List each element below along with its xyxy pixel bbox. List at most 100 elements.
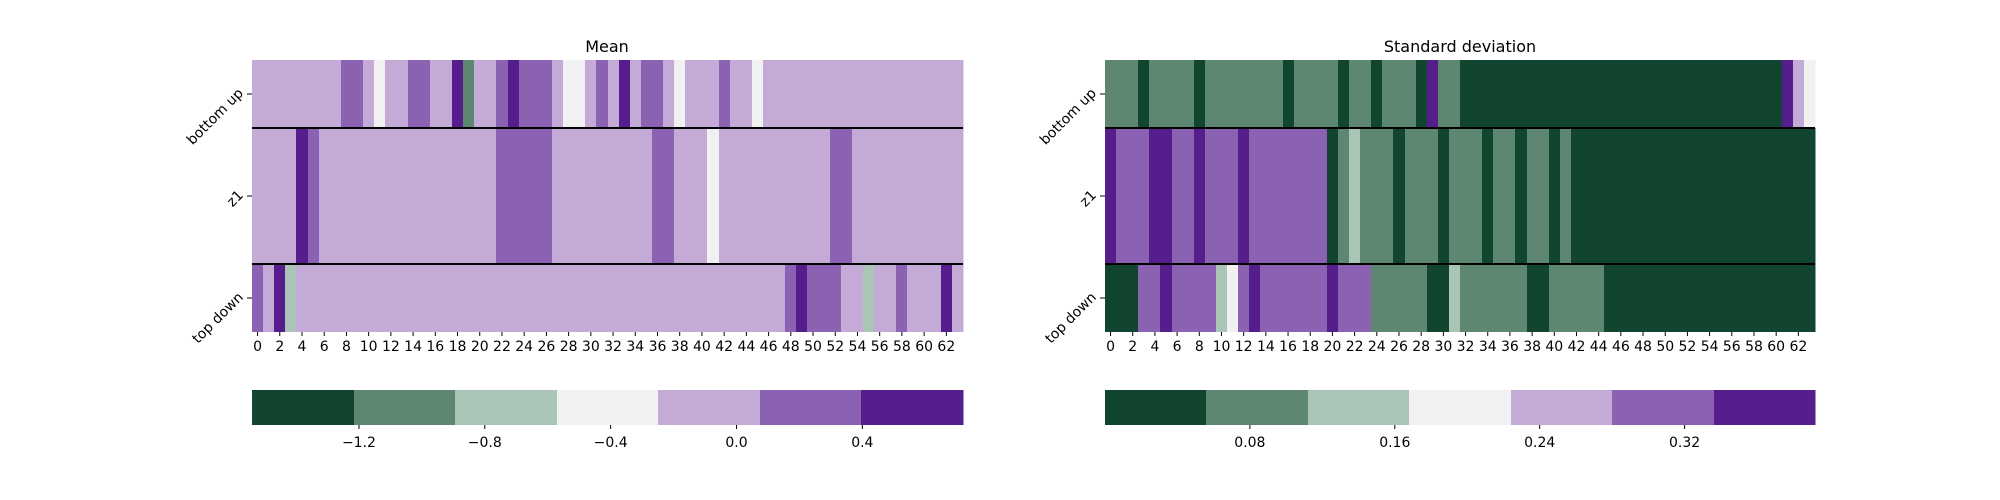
- mean-cell-r1-c50: [807, 128, 820, 264]
- std-cell-r1-c54: [1704, 128, 1716, 264]
- mean-cell-r2-c31: [596, 264, 609, 332]
- std-cell-r1-c60: [1771, 128, 1783, 264]
- std-cell-r0-c21: [1338, 60, 1350, 128]
- std-cell-r0-c62: [1793, 60, 1805, 128]
- mean-cell-r0-c19: [463, 60, 475, 128]
- mean-cell-r2-c54: [852, 264, 864, 332]
- mean-cell-r2-c1: [263, 264, 275, 332]
- mean-cell-r2-c30: [585, 264, 597, 332]
- std-cell-r1-c3: [1138, 128, 1150, 264]
- mean-cell-r2-c14: [408, 264, 420, 332]
- mean-cell-r1-c59: [907, 128, 920, 264]
- mean-cell-r0-c20: [474, 60, 486, 128]
- std-cell-r1-c16: [1283, 128, 1295, 264]
- mean-cell-r2-c37: [663, 264, 675, 332]
- mean-cell-r0-c34: [630, 60, 642, 128]
- mean-xtick-label-23: 46: [760, 339, 778, 355]
- std-cell-r0-c55: [1715, 60, 1727, 128]
- std-colorbar-segment-0: [1105, 390, 1207, 425]
- mean-cell-r2-c52: [830, 264, 842, 332]
- std-cell-r1-c43: [1582, 128, 1594, 264]
- std-cell-r1-c12: [1238, 128, 1250, 264]
- mean-cell-r1-c43: [730, 128, 742, 264]
- std-cell-r1-c23: [1360, 128, 1372, 264]
- mean-cell-r2-c45: [752, 264, 764, 332]
- mean-cell-r0-c10: [363, 60, 375, 128]
- mean-cell-r1-c10: [363, 128, 375, 264]
- std-cell-r0-c42: [1571, 60, 1583, 128]
- mean-cell-r1-c0: [252, 128, 264, 264]
- std-cell-r2-c58: [1748, 264, 1761, 332]
- mean-cell-r2-c29: [574, 264, 586, 332]
- std-cell-r0-c37: [1515, 60, 1528, 128]
- std-cell-r0-c40: [1549, 60, 1561, 128]
- std-colorbar-segment-5: [1612, 390, 1715, 425]
- mean-cell-r2-c5: [308, 264, 320, 332]
- mean-cell-r1-c18: [452, 128, 464, 264]
- std-cell-r2-c39: [1538, 264, 1550, 332]
- std-cell-r2-c10: [1216, 264, 1228, 332]
- mean-cell-r1-c6: [319, 128, 331, 264]
- mean-cell-r1-c42: [719, 128, 731, 264]
- std-cell-r0-c36: [1504, 60, 1516, 128]
- mean-cell-r2-c24: [519, 264, 531, 332]
- mean-cell-r0-c53: [841, 60, 853, 128]
- std-cell-r1-c63: [1804, 128, 1816, 264]
- std-cell-r1-c2: [1127, 128, 1139, 264]
- std-cell-r1-c26: [1393, 128, 1406, 264]
- std-cell-r0-c39: [1538, 60, 1550, 128]
- mean-cell-r1-c25: [530, 128, 542, 264]
- mean-cell-r2-c27: [552, 264, 564, 332]
- std-cell-r2-c21: [1338, 264, 1350, 332]
- std-cell-r0-c3: [1138, 60, 1150, 128]
- std-cell-r1-c8: [1194, 128, 1206, 264]
- mean-colorbar-tick-label-1: −0.8: [468, 435, 502, 451]
- std-cell-r2-c30: [1438, 264, 1450, 332]
- mean-xtick-label-13: 26: [537, 339, 555, 355]
- mean-colorbar-tick-label-3: 0.0: [725, 435, 747, 451]
- std-cell-r2-c20: [1327, 264, 1339, 332]
- std-cell-r2-c18: [1305, 264, 1317, 332]
- mean-xtick-label-9: 18: [449, 339, 467, 355]
- mean-cell-r0-c45: [752, 60, 764, 128]
- mean-cell-r0-c1: [263, 60, 275, 128]
- mean-cell-r2-c48: [785, 264, 797, 332]
- mean-cell-r0-c25: [530, 60, 542, 128]
- mean-cell-r2-c47: [774, 264, 786, 332]
- std-cell-r0-c10: [1216, 60, 1228, 128]
- std-cell-r1-c18: [1305, 128, 1317, 264]
- std-cell-r2-c37: [1515, 264, 1528, 332]
- std-xtick-label-0: 0: [1106, 339, 1115, 355]
- std-cell-r0-c8: [1194, 60, 1206, 128]
- std-cell-r0-c51: [1671, 60, 1683, 128]
- std-cell-r1-c19: [1316, 128, 1328, 264]
- mean-xtick-label-27: 54: [849, 339, 867, 355]
- std-cell-r0-c32: [1460, 60, 1472, 128]
- std-cell-r1-c4: [1149, 128, 1161, 264]
- std-cell-r1-c1: [1116, 128, 1128, 264]
- std-xtick-label-18: 36: [1501, 339, 1519, 355]
- mean-cell-r0-c16: [430, 60, 442, 128]
- mean-cell-r2-c2: [274, 264, 286, 332]
- mean-colorbar-segment-5: [760, 390, 862, 425]
- std-cell-r2-c31: [1449, 264, 1461, 332]
- std-cell-r0-c54: [1704, 60, 1716, 128]
- mean-row-label-2: top down: [189, 290, 246, 347]
- mean-cell-r1-c31: [596, 128, 609, 264]
- std-cell-r1-c50: [1660, 128, 1672, 264]
- mean-cell-r1-c12: [385, 128, 397, 264]
- std-cell-r1-c11: [1227, 128, 1239, 264]
- std-cell-r0-c5: [1160, 60, 1173, 128]
- mean-cell-r0-c30: [585, 60, 597, 128]
- std-cell-r1-c56: [1726, 128, 1738, 264]
- mean-cell-r0-c0: [252, 60, 264, 128]
- mean-cell-r2-c16: [430, 264, 442, 332]
- mean-cell-r1-c21: [485, 128, 497, 264]
- std-cell-r2-c25: [1382, 264, 1394, 332]
- std-cell-r1-c49: [1649, 128, 1661, 264]
- mean-cell-r2-c11: [374, 264, 386, 332]
- mean-cell-r2-c58: [896, 264, 908, 332]
- std-cell-r0-c31: [1449, 60, 1461, 128]
- std-cell-r0-c11: [1227, 60, 1239, 128]
